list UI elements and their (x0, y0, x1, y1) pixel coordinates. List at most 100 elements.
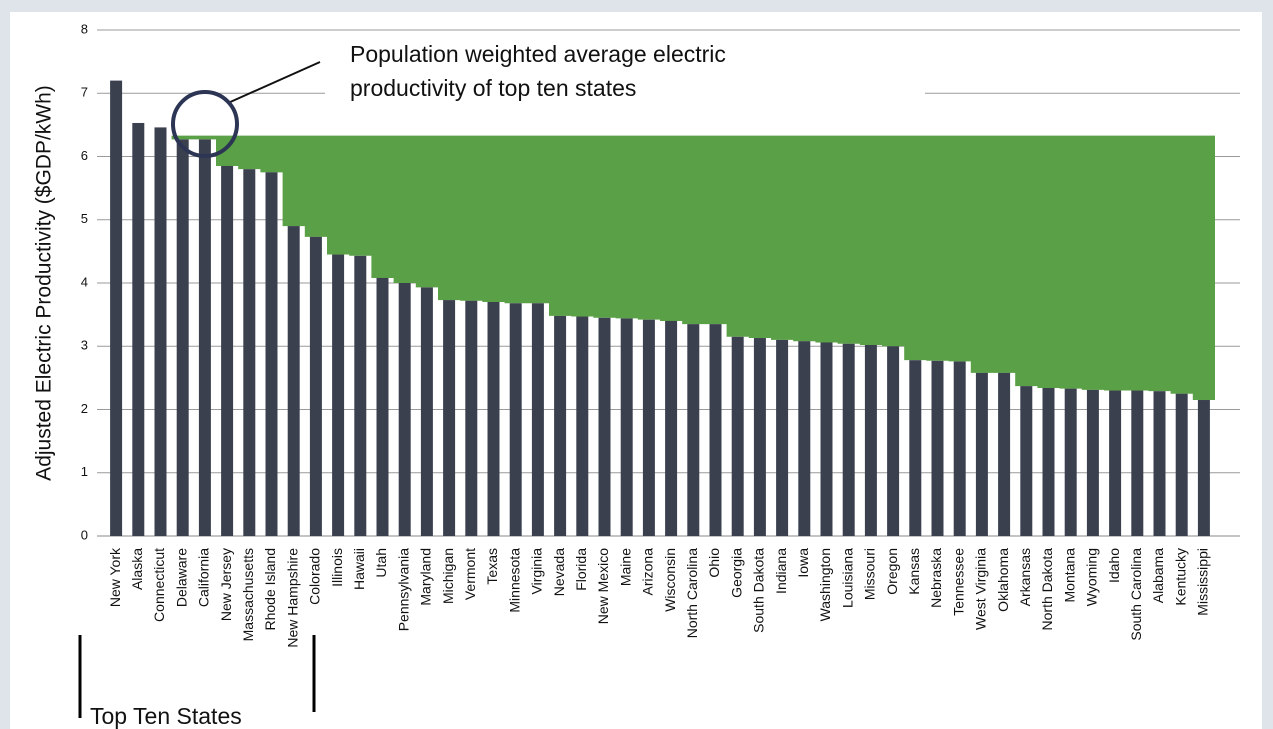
x-tick-label: Massachusetts (240, 548, 256, 641)
x-tick-label: Arizona (640, 548, 656, 596)
bar (354, 255, 367, 537)
x-tick-label: Florida (573, 548, 589, 591)
bar (1175, 393, 1188, 536)
x-tick-label: Alabama (1150, 548, 1166, 603)
bar (110, 80, 123, 536)
bar (265, 172, 278, 536)
x-tick-label: Alaska (129, 548, 145, 590)
annotation-text: productivity of top ten states (350, 75, 636, 101)
x-tick-label: Georgia (728, 548, 744, 598)
bar (1042, 387, 1055, 536)
bar (975, 372, 988, 536)
annotation-backdrop (325, 38, 925, 108)
bar (1086, 389, 1099, 536)
y-tick-label: 1 (81, 464, 88, 479)
x-tick-label: Colorado (307, 548, 323, 605)
x-tick-label: Delaware (173, 548, 189, 607)
x-tick-label: New Mexico (595, 548, 611, 624)
annotation-leader (227, 61, 321, 104)
bar (554, 315, 567, 536)
bar (1064, 388, 1077, 536)
y-tick-label: 5 (81, 211, 88, 226)
x-tick-label: Hawaii (351, 548, 367, 590)
bar (487, 301, 500, 536)
x-tick-label: Michigan (440, 548, 456, 604)
bar (531, 303, 544, 536)
bar (420, 287, 433, 536)
bar (398, 283, 411, 536)
x-tick-label: New Jersey (218, 548, 234, 621)
x-tick-label: Vermont (462, 548, 478, 600)
shortfall-area (171, 135, 1216, 401)
x-tick-label: Nevada (551, 548, 567, 596)
x-tick-label: Maryland (418, 548, 434, 606)
bar (709, 324, 722, 536)
bar (753, 338, 766, 536)
x-tick-label: New York (107, 547, 123, 607)
bar (798, 341, 811, 536)
x-tick-label: South Carolina (1128, 548, 1144, 641)
x-tick-label: Ohio (706, 548, 722, 578)
bar (598, 317, 611, 536)
x-tick-label: Texas (484, 548, 500, 585)
x-tick-label: Washington (817, 548, 833, 621)
x-tick-label: Missouri (862, 548, 878, 600)
x-tick-label: Virginia (529, 548, 545, 595)
bracket-label: Top Ten States (90, 703, 242, 729)
bar (620, 318, 633, 536)
y-tick-label: 6 (81, 148, 88, 163)
x-tick-label: Louisiana (839, 548, 855, 608)
bar (221, 165, 234, 537)
y-tick-label: 0 (81, 527, 88, 542)
x-tick-label: Connecticut (151, 548, 167, 622)
bar (887, 346, 900, 536)
bar (309, 236, 322, 536)
bar (132, 122, 145, 536)
bar (998, 372, 1011, 536)
bar (198, 139, 211, 537)
x-tick-label: Indiana (773, 548, 789, 594)
x-tick-label: Utah (373, 548, 389, 578)
y-tick-label: 7 (81, 85, 88, 100)
y-tick-label: 4 (81, 274, 88, 289)
x-tick-label: Arkansas (1017, 548, 1033, 606)
bar (820, 342, 833, 536)
bar (953, 361, 966, 536)
bar (687, 324, 700, 536)
bar (443, 300, 456, 536)
bar (376, 277, 389, 536)
bar (642, 319, 655, 536)
bar (465, 300, 478, 536)
x-tick-label: Idaho (1106, 548, 1122, 583)
x-tick-label: California (196, 548, 212, 607)
bar (665, 320, 678, 536)
x-tick-label: Pennsylvania (395, 548, 411, 631)
x-tick-label: Montana (1061, 548, 1077, 603)
x-tick-label: Rhode Island (262, 548, 278, 631)
bar (864, 344, 877, 536)
bar (1109, 390, 1122, 536)
y-axis-label: Adjusted Electric Productivity ($GDP/kWh… (33, 85, 56, 481)
bar (776, 339, 789, 536)
bar (287, 226, 300, 536)
x-tick-label: South Dakota (751, 548, 767, 633)
bar (1153, 391, 1166, 536)
bar (576, 316, 589, 536)
x-tick-label: Maine (617, 548, 633, 586)
x-tick-label: Kentucky (1172, 548, 1188, 606)
x-tick-label: Wyoming (1084, 548, 1100, 606)
bar (909, 360, 922, 536)
y-tick-label: 2 (81, 401, 88, 416)
x-tick-label: Oregon (884, 548, 900, 595)
x-tick-label: Iowa (795, 548, 811, 578)
x-tick-label: North Carolina (684, 548, 700, 638)
bar (243, 169, 256, 536)
x-tick-label: North Dakota (1039, 548, 1055, 631)
bar (1197, 400, 1210, 536)
annotation-text: Population weighted average electric (350, 41, 726, 67)
x-tick-label: Minnesota (506, 548, 522, 613)
bar (176, 139, 189, 537)
x-tick-label: Nebraska (928, 548, 944, 608)
x-tick-label: Oklahoma (995, 548, 1011, 612)
